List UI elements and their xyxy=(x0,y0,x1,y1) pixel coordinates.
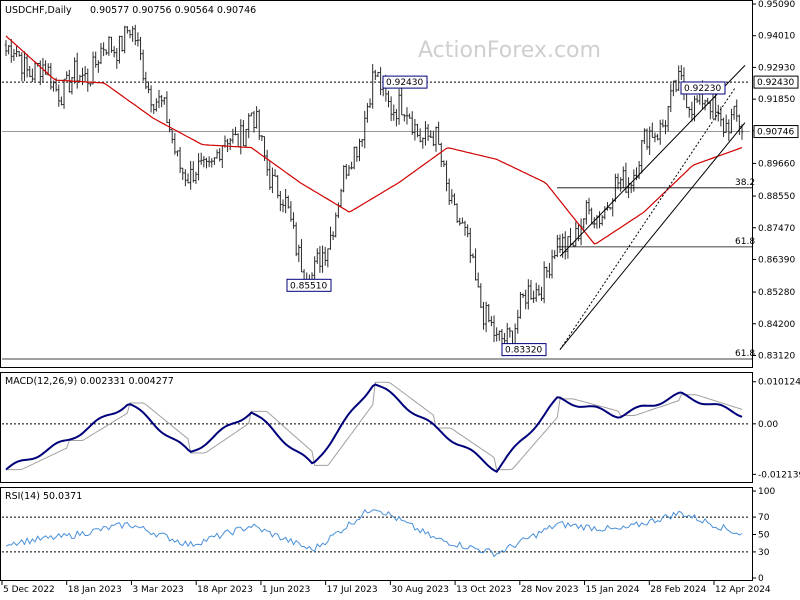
level-annotation-label: 0.92430 xyxy=(386,78,423,88)
y-tick-label: 0.86390 xyxy=(758,255,795,265)
x-tick-label: 15 Jan 2024 xyxy=(586,585,640,595)
last-price-box xyxy=(753,125,799,139)
watermark: ActionForex.com xyxy=(418,38,601,63)
y-tick-label: 0.94010 xyxy=(758,32,795,42)
level-annotation-box xyxy=(286,278,332,292)
rsi-y-tick-label: 70 xyxy=(758,513,770,523)
last-price-label: 0.90746 xyxy=(757,128,794,138)
level-annotation-box xyxy=(501,343,547,357)
level-annotation-label: 0.83320 xyxy=(505,346,542,356)
level-annotation-box xyxy=(382,75,428,89)
x-tick-label: 30 Aug 2023 xyxy=(391,585,449,595)
y-tick-label: 0.88550 xyxy=(758,192,795,202)
fib-label: 61.8 xyxy=(735,349,755,359)
level-annotation-box xyxy=(680,81,726,95)
level-annotation-label: 0.92230 xyxy=(684,84,721,94)
macd-signal-line xyxy=(6,381,743,471)
level-annotation-label: 0.85510 xyxy=(290,281,327,291)
price-panel-frame xyxy=(0,0,753,368)
level-price-label: 0.92430 xyxy=(757,78,794,88)
symbol-header: USDCHF,Daily xyxy=(5,5,72,16)
macd-line xyxy=(5,383,743,473)
fib-label: 38.2 xyxy=(735,178,755,188)
rsi-y-tick-label: 30 xyxy=(758,548,770,558)
x-tick-label: 3 Mar 2023 xyxy=(132,585,183,595)
channel-mid-dashed xyxy=(559,87,736,350)
macd-panel-frame xyxy=(0,372,753,483)
macd-y-tick-label: 0.010124 xyxy=(758,378,800,388)
y-tick-label: 0.87470 xyxy=(758,224,795,234)
rsi-line xyxy=(5,509,743,558)
x-tick-label: 18 Apr 2023 xyxy=(197,585,253,595)
y-tick-label: 0.83120 xyxy=(758,351,795,361)
x-tick-label: 28 Feb 2024 xyxy=(650,585,706,595)
x-tick-label: 5 Dec 2022 xyxy=(3,585,55,595)
y-tick-label: 0.89660 xyxy=(758,159,795,169)
rsi-y-tick-label: 100 xyxy=(758,487,775,497)
y-tick-label: 0.92930 xyxy=(758,63,795,73)
x-tick-label: 13 Oct 2023 xyxy=(456,585,512,595)
macd-y-tick-label: -0.012139 xyxy=(758,470,800,480)
rsi-y-tick-label: 0 xyxy=(758,574,764,584)
rsi-title: RSI(14) 50.0371 xyxy=(5,491,82,502)
rsi-panel-frame xyxy=(0,487,753,581)
y-tick-label: 0.85280 xyxy=(758,288,795,298)
level-price-box xyxy=(753,75,799,89)
y-tick-label: 0.91850 xyxy=(758,95,795,105)
x-tick-label: 12 Apr 2024 xyxy=(715,585,771,595)
rsi-y-tick-label: 50 xyxy=(758,531,770,541)
sma-line xyxy=(5,35,743,245)
y-tick-label: 0.84200 xyxy=(758,320,795,330)
macd-y-tick-label: 0.00 xyxy=(758,420,778,430)
macd-title: MACD(12,26,9) 0.002331 0.004277 xyxy=(5,376,174,387)
y-tick-label: 0.95090 xyxy=(758,0,795,10)
ohlc-header: 0.90577 0.90756 0.90564 0.90746 xyxy=(90,5,256,16)
fib-label: 61.8 xyxy=(735,237,755,247)
x-tick-label: 18 Jan 2023 xyxy=(68,585,122,595)
x-tick-label: 1 Jun 2023 xyxy=(262,585,310,595)
x-tick-label: 17 Jul 2023 xyxy=(327,585,378,595)
channel-upper-line xyxy=(559,65,746,257)
x-tick-label: 28 Nov 2023 xyxy=(521,585,579,595)
channel-lower-line xyxy=(559,122,746,350)
